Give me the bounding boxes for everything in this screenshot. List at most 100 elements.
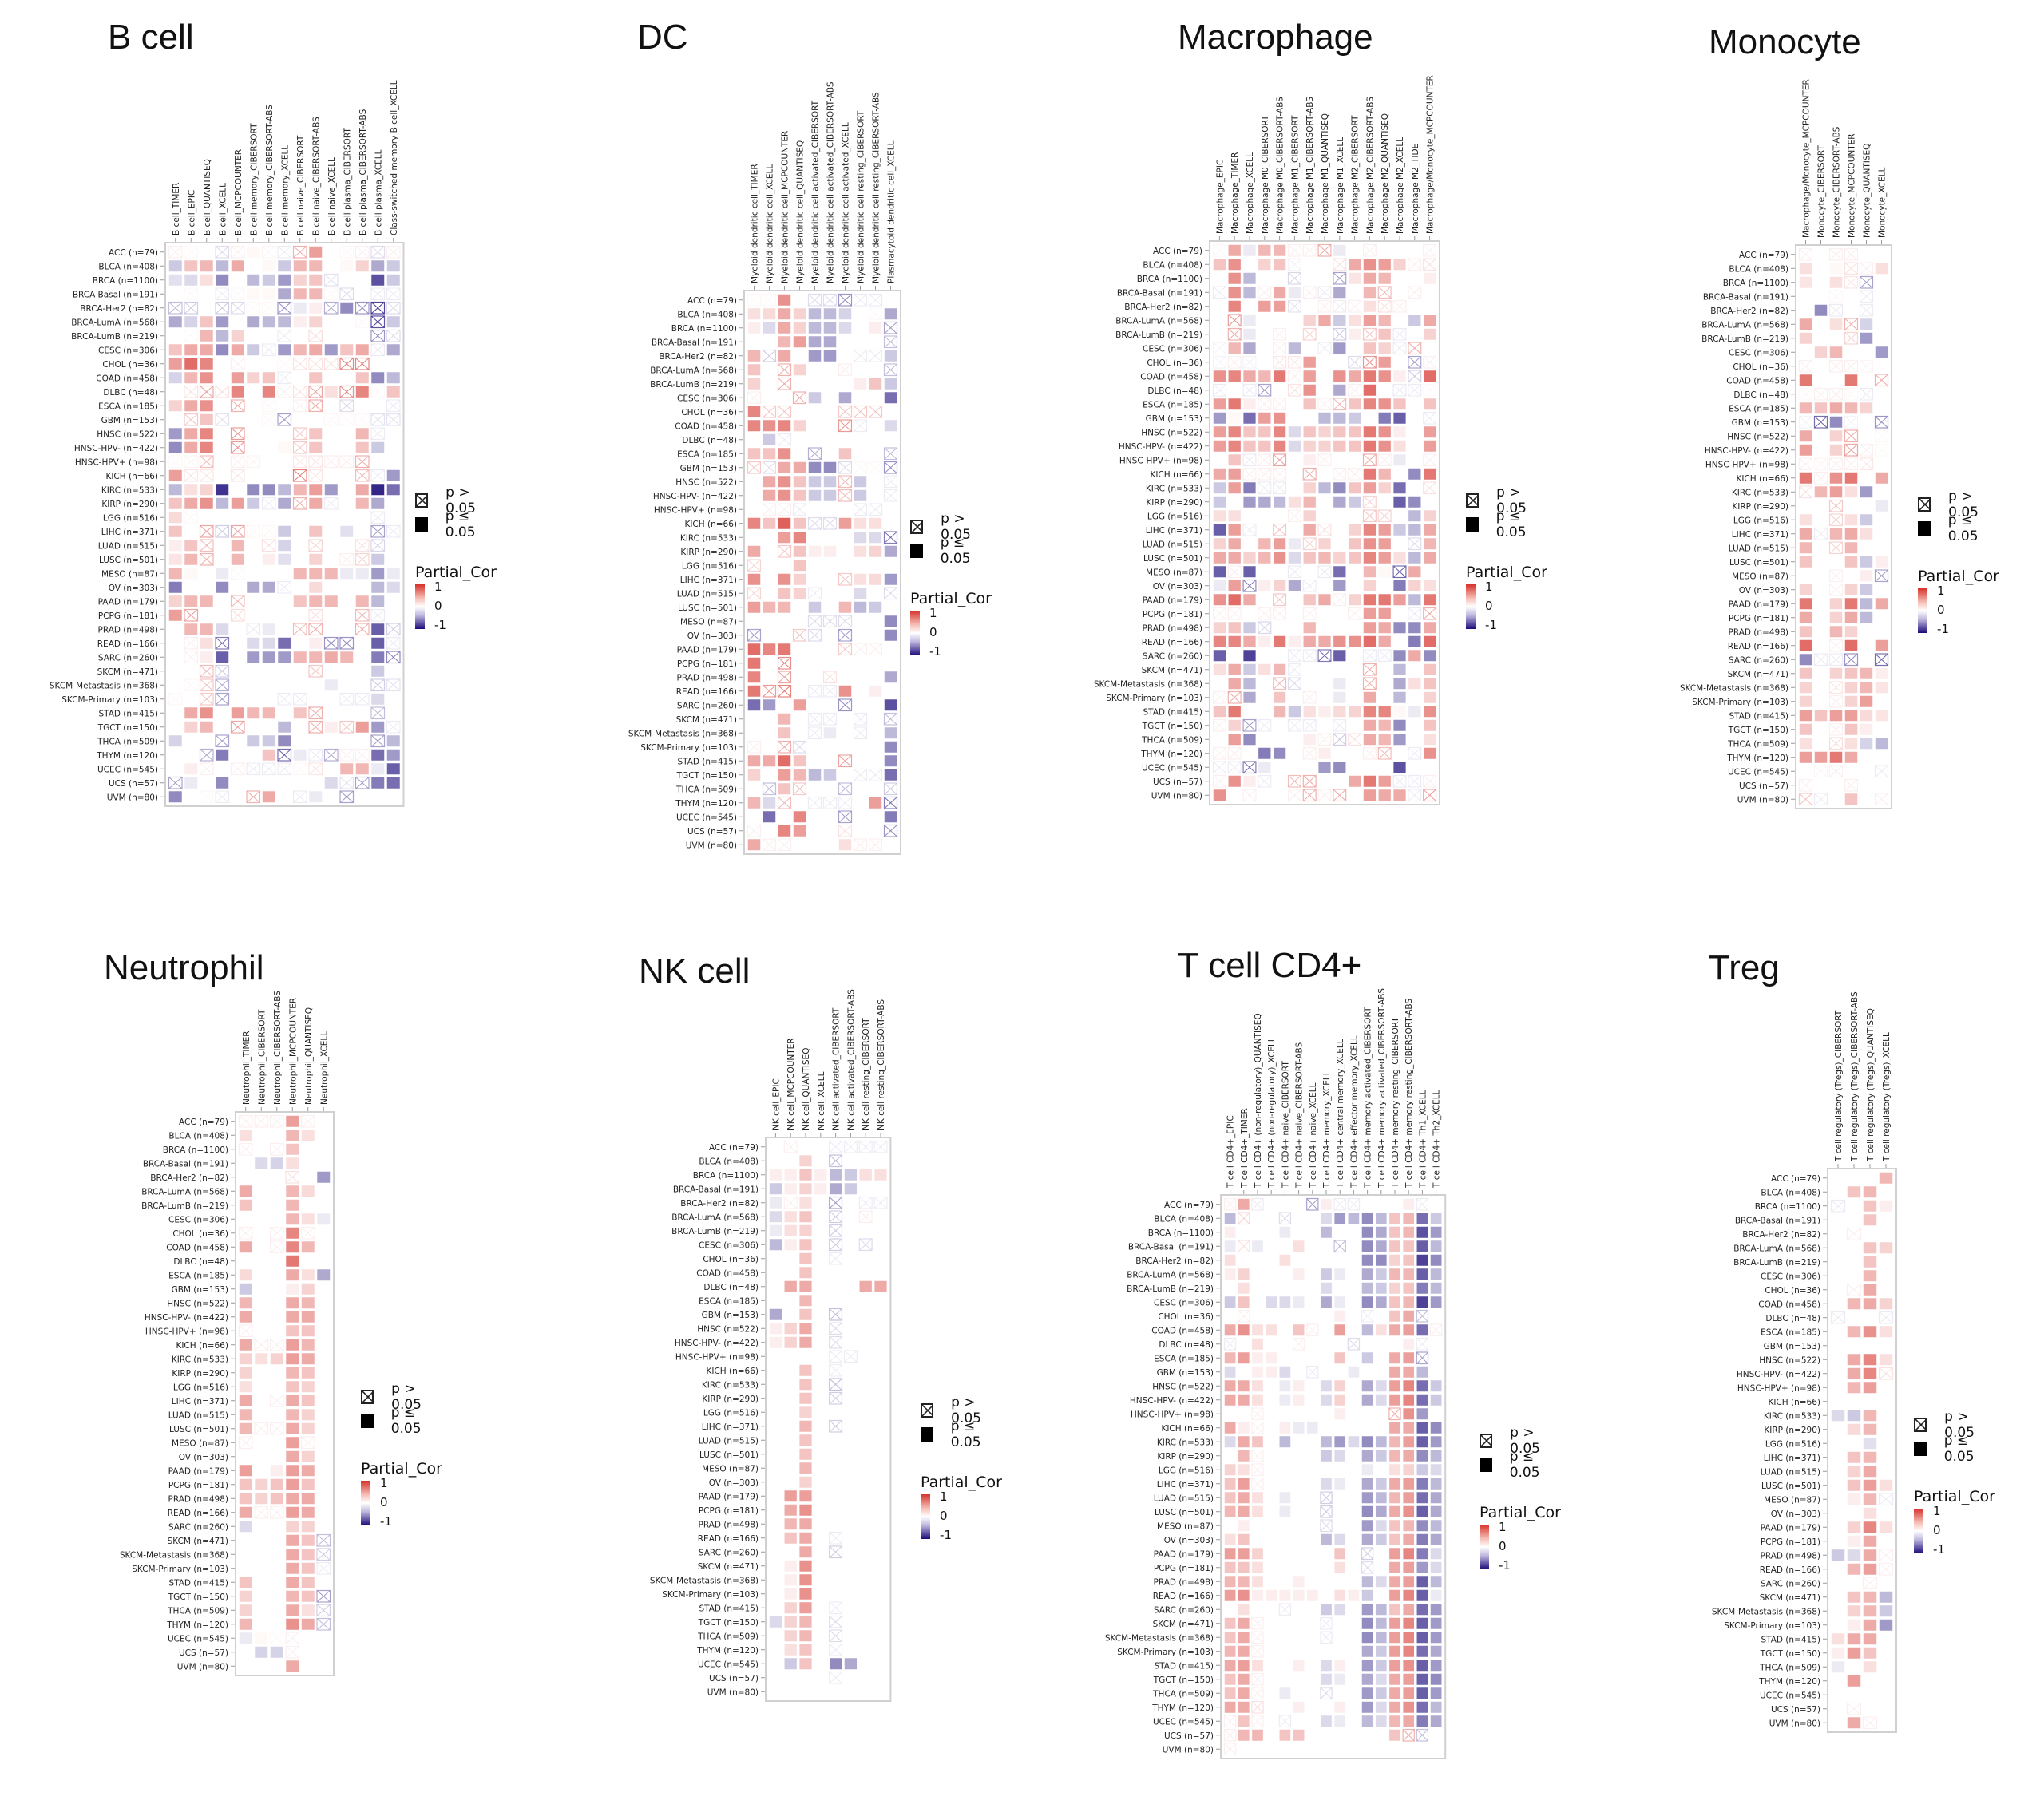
cell-significant [355,497,370,510]
cell-significant [1863,1200,1877,1213]
cell-not-significant [215,385,230,398]
row-label: STAD (n=415) [98,709,158,718]
cell-not-significant [168,245,183,259]
row-label: SKCM-Primary (n=103) [61,695,158,705]
cell-significant [308,343,323,356]
cell-significant [386,371,401,384]
cell-significant [324,386,339,398]
cell-significant [168,315,183,328]
cell-significant [308,302,323,315]
cell-not-significant [1862,1395,1878,1408]
cell-not-significant [292,427,307,441]
cell-not-significant [323,287,339,301]
cell-significant [200,371,214,384]
cell-not-significant [1878,1562,1894,1576]
cell-significant [1863,1479,1877,1492]
cell-not-significant [261,357,276,370]
cell-not-significant [168,329,183,342]
cell-significant [1863,1563,1877,1576]
row-label: KIRC (n=533) [1764,1411,1820,1421]
row-label: BRCA-Her2 (n=82) [1742,1230,1820,1240]
row-label: COAD (n=458) [1758,1300,1820,1309]
column-label: T cell regulatory (Tregs)_XCELL [1882,1032,1891,1162]
row-label: LGG (n=516) [103,513,158,523]
cell-not-significant [1830,1450,1846,1464]
cell-significant [1879,1521,1893,1533]
cell-significant [200,483,214,496]
cell-not-significant [1830,1702,1846,1715]
cell-not-significant [1846,1395,1862,1408]
cell-not-significant [323,413,339,426]
panel-title: B cell [108,18,194,57]
cell-not-significant [1830,1465,1846,1478]
cell-not-significant [1830,1688,1846,1702]
cell-not-significant [370,455,386,469]
cell-significant [168,427,183,440]
cell-significant [293,413,307,426]
row-label: PAAD (n=179) [1761,1523,1820,1533]
cell-significant [1847,1367,1861,1380]
cell-significant [1863,1297,1877,1310]
cell-significant [1847,1619,1861,1632]
column-label: B cell_TIMER [172,183,181,235]
row-label: SARC (n=260) [1761,1579,1820,1588]
cell-significant [1847,1675,1861,1687]
cell-significant [386,427,401,440]
cell-significant [324,259,339,272]
row-label: HNSC (n=522) [1759,1355,1820,1365]
cell-not-significant [1830,1213,1846,1227]
cell-not-significant [1830,1395,1846,1408]
cell-significant [246,330,260,342]
row-label: CHOL (n=36) [1765,1286,1820,1296]
cell-not-significant [230,511,245,524]
cell-significant [355,386,370,398]
cell-not-significant [184,385,199,398]
cell-not-significant [1878,1367,1894,1380]
column-label: B cell_QUANTISEQ [203,159,212,235]
cell-not-significant [199,511,214,524]
cell-significant [1847,1451,1861,1464]
cell-not-significant [199,385,214,398]
cell-not-significant [215,301,230,315]
cell-significant [262,315,276,328]
cell-significant [1847,1632,1861,1645]
cell-not-significant [1846,1702,1862,1715]
cell-not-significant [1878,1534,1894,1548]
cell-not-significant [386,329,401,342]
row-label: THYM (n=120) [96,751,158,761]
cell-significant [184,259,198,272]
cell-significant [324,427,339,440]
column-label: B cell memory_CIBERSORT-ABS [265,105,275,235]
row-label: LUAD (n=515) [1761,1467,1820,1477]
cell-not-significant [230,441,245,454]
cell-not-significant [355,469,370,482]
cell-significant [277,274,291,287]
cell-significant [293,483,307,496]
cell-not-significant [1878,1339,1894,1352]
cell-not-significant [1878,1409,1894,1422]
cell-not-significant [246,469,261,482]
cell-not-significant [1862,1577,1878,1590]
cell-significant [386,343,401,356]
cell-significant [246,274,260,287]
cell-not-significant [386,357,401,370]
cell-not-significant [277,329,292,342]
cell-significant [386,441,401,454]
cell-significant [231,497,245,510]
cell-significant [370,371,385,384]
cell-not-significant [1862,1339,1878,1352]
cell-significant [262,287,276,300]
cell-not-significant [355,287,370,301]
column-label: B cell naive_CIBERSORT [296,135,306,235]
column-label: B cell plasma_CIBERSORT [343,128,352,235]
row-label: THYM (n=120) [1758,1677,1820,1687]
colorbar-gradient [1914,1509,1923,1553]
cell-significant [215,274,229,287]
cell-significant [277,315,291,328]
cell-significant [1847,1535,1861,1548]
cell-significant [308,371,323,384]
cell-not-significant [184,287,199,301]
cell-not-significant [215,511,230,524]
cell-significant [339,469,354,482]
cell-significant [355,427,370,440]
